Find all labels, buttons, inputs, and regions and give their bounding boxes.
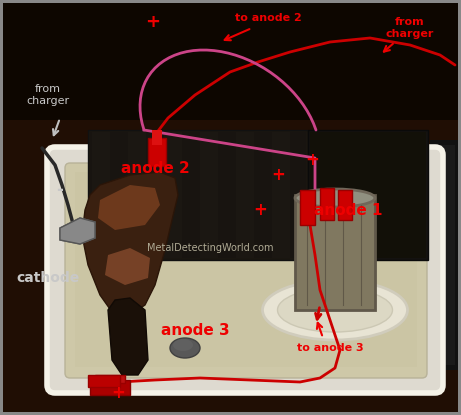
Polygon shape [60,218,95,244]
Polygon shape [82,172,178,315]
Text: to anode 3: to anode 3 [297,343,363,353]
Text: MetalDetectingWorld.com: MetalDetectingWorld.com [147,243,273,253]
Text: from
charger: from charger [26,84,70,106]
Text: anode 3: anode 3 [161,322,229,337]
Polygon shape [108,298,148,375]
Bar [90,380,130,395]
Bar [300,190,315,225]
Text: from
charger: from charger [386,17,434,39]
Bar [435,145,455,365]
Polygon shape [98,185,160,230]
Ellipse shape [173,339,193,351]
Bar [295,195,375,310]
Bar [75,172,417,367]
Bar [95,375,125,383]
Text: cathode: cathode [17,271,80,285]
Bar [0,0,461,3]
Text: +: + [271,166,285,184]
Polygon shape [60,218,95,244]
Bar [236,132,254,258]
Bar [90,132,306,258]
Bar [0,120,461,415]
Bar [0,412,461,415]
Bar [0,0,461,120]
Bar [148,138,166,166]
Text: to anode 2: to anode 2 [235,13,301,23]
Text: -: - [57,181,64,199]
Text: anode 2: anode 2 [121,161,189,176]
Ellipse shape [295,189,375,207]
Ellipse shape [170,338,200,358]
Text: anode 1: anode 1 [314,203,382,217]
Bar [272,132,290,258]
Text: +: + [111,384,125,402]
Bar [200,132,218,258]
Bar [92,132,110,258]
Text: +: + [305,151,319,169]
Bar [128,132,146,258]
Bar [0,0,3,415]
Bar [308,130,428,260]
Bar [310,132,426,258]
Bar [88,375,120,387]
Bar [458,0,461,415]
Bar [320,188,334,220]
Ellipse shape [262,280,408,340]
Polygon shape [105,248,150,285]
FancyBboxPatch shape [47,147,443,393]
Text: +: + [253,201,267,219]
Bar [164,132,182,258]
Bar [152,130,162,145]
Bar [338,190,352,220]
Bar [430,140,461,370]
FancyBboxPatch shape [65,163,427,378]
Text: +: + [146,13,160,31]
Bar [88,130,308,260]
Ellipse shape [278,288,392,332]
